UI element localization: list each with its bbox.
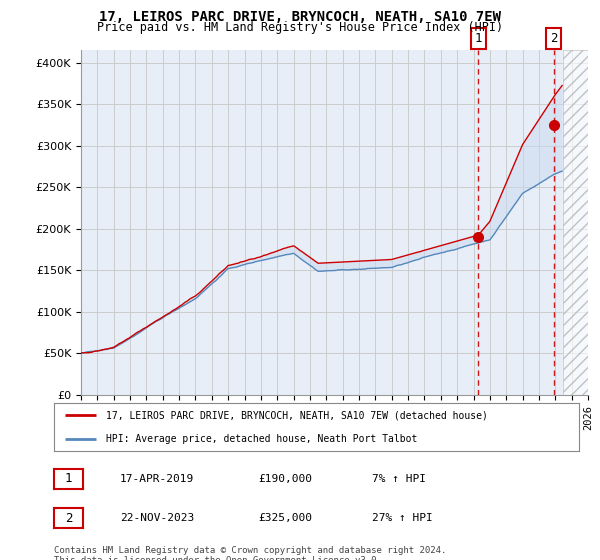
Text: £325,000: £325,000 <box>258 513 312 523</box>
Text: 7% ↑ HPI: 7% ↑ HPI <box>372 474 426 484</box>
Text: 1: 1 <box>475 32 482 45</box>
Text: 2: 2 <box>550 32 557 45</box>
Text: 1: 1 <box>65 472 72 486</box>
Text: Contains HM Land Registry data © Crown copyright and database right 2024.
This d: Contains HM Land Registry data © Crown c… <box>54 546 446 560</box>
Text: 17-APR-2019: 17-APR-2019 <box>120 474 194 484</box>
Text: 2: 2 <box>65 511 72 525</box>
Text: Price paid vs. HM Land Registry's House Price Index (HPI): Price paid vs. HM Land Registry's House … <box>97 21 503 34</box>
Text: HPI: Average price, detached house, Neath Port Talbot: HPI: Average price, detached house, Neat… <box>107 434 418 444</box>
Text: 17, LEIROS PARC DRIVE, BRYNCOCH, NEATH, SA10 7EW (detached house): 17, LEIROS PARC DRIVE, BRYNCOCH, NEATH, … <box>107 410 488 420</box>
Text: £190,000: £190,000 <box>258 474 312 484</box>
Text: 22-NOV-2023: 22-NOV-2023 <box>120 513 194 523</box>
Text: 27% ↑ HPI: 27% ↑ HPI <box>372 513 433 523</box>
Text: 17, LEIROS PARC DRIVE, BRYNCOCH, NEATH, SA10 7EW: 17, LEIROS PARC DRIVE, BRYNCOCH, NEATH, … <box>99 10 501 24</box>
